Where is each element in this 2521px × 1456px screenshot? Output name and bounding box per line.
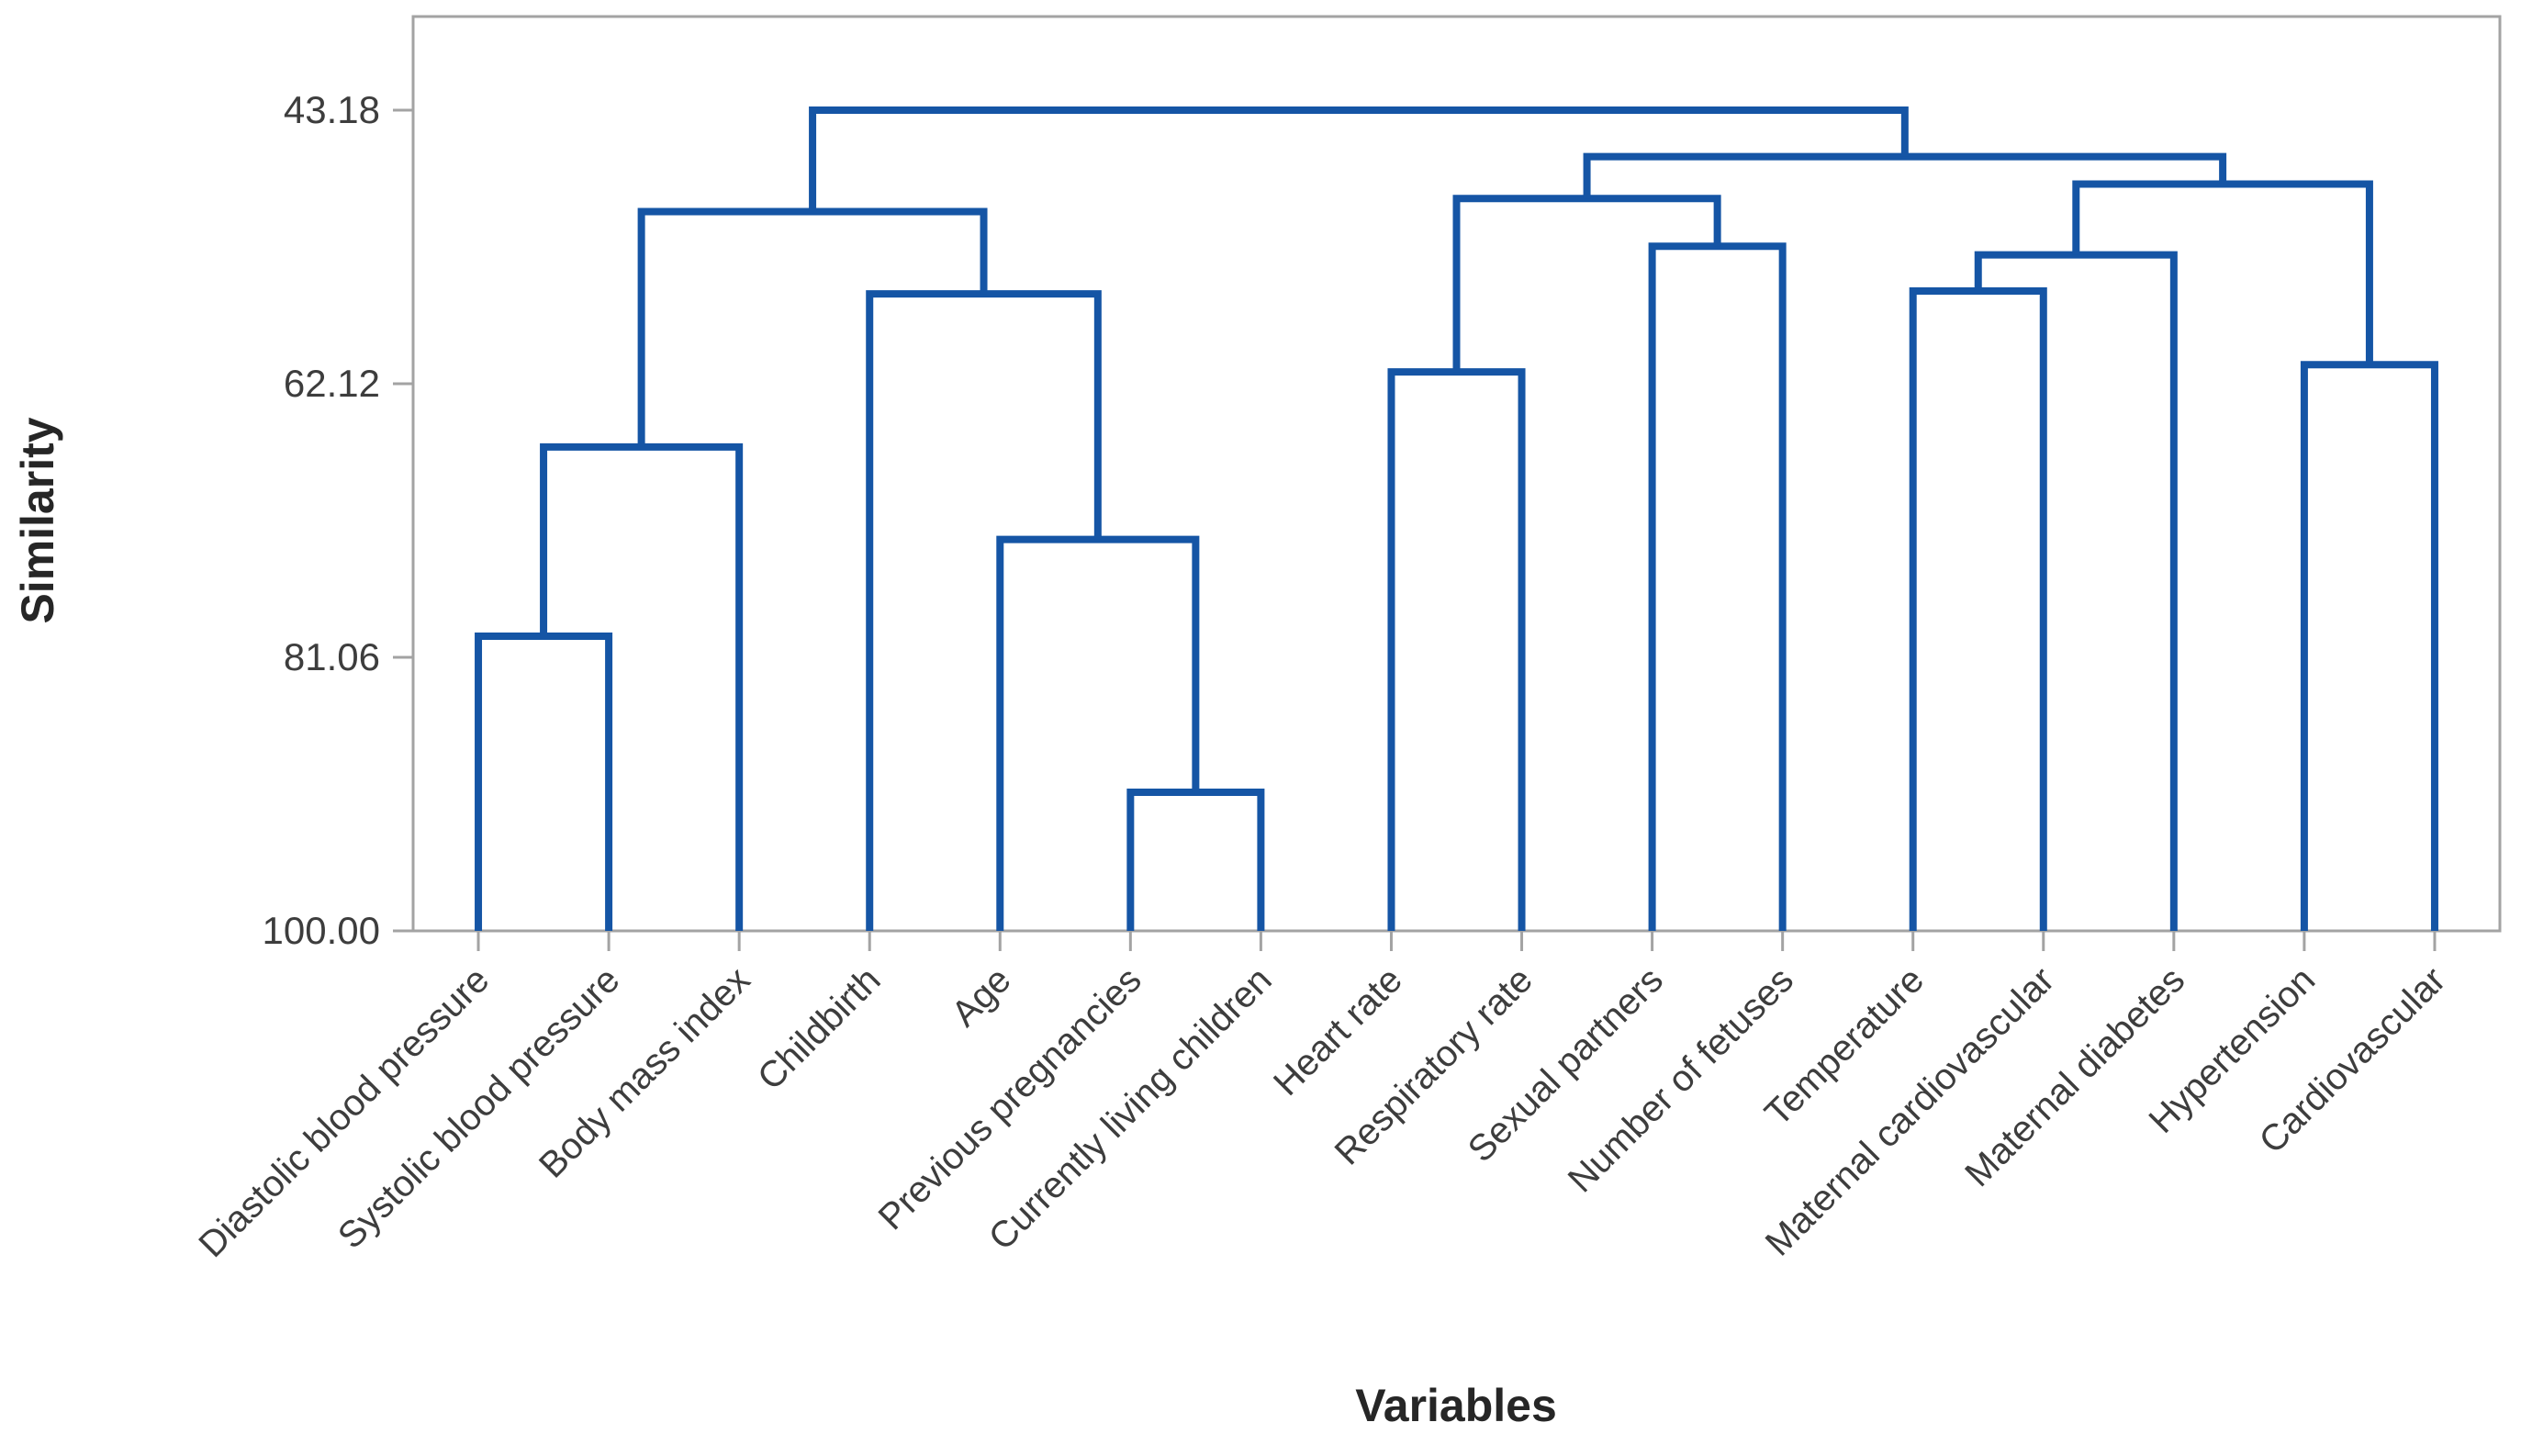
plot-border: [411, 15, 2502, 933]
y-tick-label: 100.00: [263, 909, 380, 952]
dendrogram-link: [2072, 180, 2373, 365]
leaf-label: Maternal diabetes: [1957, 959, 2192, 1194]
dendrogram-link: [1387, 368, 1526, 931]
dendrogram-link: [540, 442, 744, 931]
dendrogram-link: [1126, 788, 1265, 931]
dendrogram-link: [809, 106, 1909, 212]
dendrogram-link: [1974, 251, 2178, 931]
leaf-label: Number of fetuses: [1561, 959, 1801, 1200]
dendrogram-link: [996, 535, 1200, 931]
dendrogram-link: [866, 290, 1102, 931]
dendrogram-link: [637, 207, 988, 447]
y-tick-label: 43.18: [284, 88, 380, 131]
leaf-label: Age: [944, 959, 1018, 1034]
dendrogram-link: [1909, 286, 2047, 931]
x-axis-title: Variables: [1355, 1380, 1557, 1431]
dendrogram-link: [1583, 152, 2227, 199]
leaf-label: Previous pregnancies: [871, 959, 1149, 1238]
plot-frame: [411, 15, 2502, 933]
dendrogram-links: [475, 106, 2438, 931]
leaf-label: Childbirth: [750, 959, 889, 1098]
y-axis-title: Similarity: [12, 417, 63, 623]
dendrogram-link: [1648, 242, 1787, 931]
dendrogram-link: [475, 633, 613, 931]
y-tick-label: 62.12: [284, 362, 380, 405]
axis-ticks: [393, 108, 2437, 951]
dendrogram-link: [2300, 361, 2438, 931]
y-tick-label: 81.06: [284, 635, 380, 678]
dendrogram-link: [1452, 195, 1721, 373]
